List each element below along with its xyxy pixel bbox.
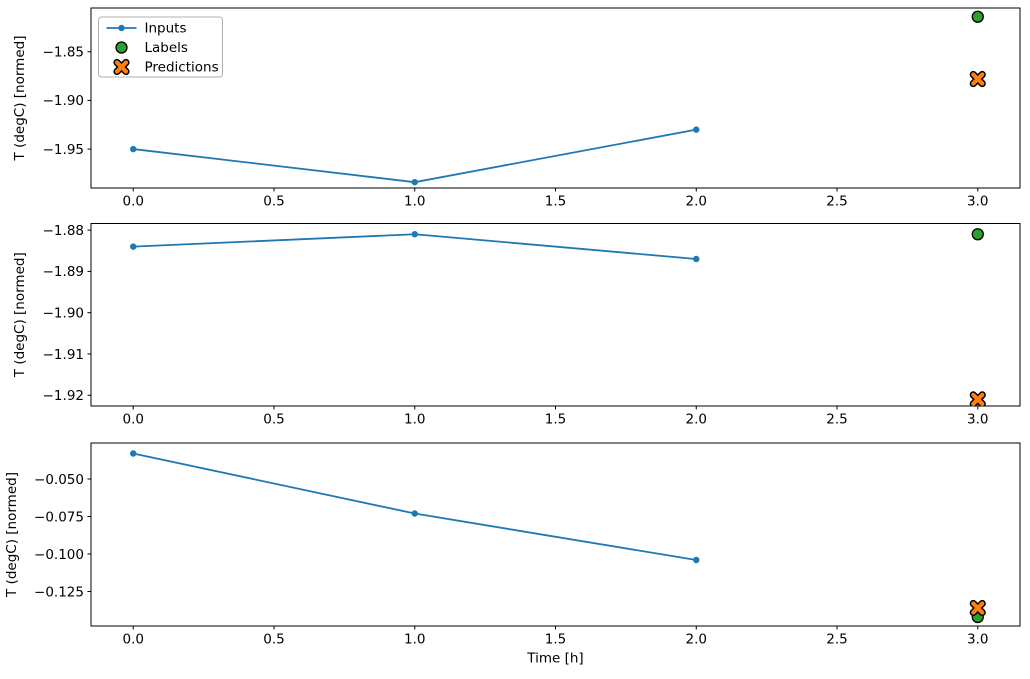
inputs-line	[133, 452, 697, 561]
x-tick-label: 0.0	[122, 632, 143, 648]
y-tick-label: −0.075	[34, 509, 84, 525]
y-tick-label: −1.85	[43, 45, 84, 61]
x-tick-label: 0.0	[122, 194, 143, 210]
legend-inputs-dot-icon	[118, 24, 125, 32]
label-point	[971, 10, 984, 23]
y-tick-label: −1.89	[43, 264, 84, 280]
y-tick-label: −1.88	[43, 223, 84, 239]
x-tick-label: 2.5	[826, 632, 847, 648]
subplot-3: 0.0 0.5 1.0 1.5 2.0 2.5 3.0 −0.050 −0.075 −0.100 −…	[4, 442, 1021, 667]
y-tick-label: −1.91	[43, 347, 84, 363]
x-tick-label: 1.0	[404, 632, 425, 648]
x-tick-label: 3.0	[967, 412, 988, 428]
y-tick-label: −1.90	[43, 305, 84, 321]
axes-frame	[90, 223, 1021, 407]
x-tick-label: 2.5	[826, 412, 847, 428]
legend-label: Predictions	[145, 60, 219, 76]
inputs-line	[133, 128, 697, 184]
y-tick-label: −1.90	[43, 93, 84, 109]
legend-predictions-x-icon	[114, 60, 129, 74]
x-axis-label: Time [h]	[526, 651, 583, 667]
x-tick-label: 0.5	[263, 194, 284, 210]
prediction-point	[971, 601, 985, 615]
inputs-line	[133, 233, 697, 260]
x-tick-label: 2.0	[686, 194, 707, 210]
x-tick-label: 2.5	[826, 194, 847, 210]
inputs-point	[130, 450, 137, 457]
x-tick-label: 1.5	[545, 412, 566, 428]
data-region	[130, 228, 986, 406]
label-point	[971, 228, 984, 241]
x-tick-label: 2.0	[686, 632, 707, 648]
x-tick-label: 0.5	[263, 412, 284, 428]
inputs-point	[693, 556, 700, 564]
legend-labels-circle-icon	[115, 41, 128, 54]
y-axis-label: T (degC) [normed]	[4, 472, 20, 598]
x-tick-label: 1.5	[545, 632, 566, 648]
inputs-point	[693, 126, 700, 133]
x-tick-label: 1.0	[404, 412, 425, 428]
y-axis-label: T (degC) [normed]	[12, 252, 28, 378]
prediction-point	[971, 392, 985, 406]
y-tick-label: −0.050	[34, 472, 84, 488]
y-axis-label: T (degC) [normed]	[12, 36, 28, 162]
legend-label: Labels	[145, 40, 188, 56]
inputs-point	[693, 255, 700, 263]
inputs-point	[411, 231, 418, 238]
y-tick-label: −1.95	[43, 142, 84, 158]
x-tick-label: 3.0	[967, 632, 988, 648]
y-tick-label: −0.125	[34, 584, 84, 600]
y-tick-label: −1.92	[43, 388, 84, 404]
subplot-2: 0.0 0.5 1.0 1.5 2.0 2.5 3.0 −1.88 −1.89 −1.90 −1.9…	[12, 223, 1021, 428]
legend: Inputs Labels Predictions	[98, 16, 223, 78]
x-tick-label: 3.0	[967, 194, 988, 210]
inputs-point	[411, 510, 418, 517]
y-tick-label: −0.100	[34, 547, 84, 563]
x-tick-label: 1.0	[404, 194, 425, 210]
subplot-1: 0.0 0.5 1.0 1.5 2.0 2.5 3.0 −1.85 −1.90 −1.95 T (d…	[12, 7, 1021, 210]
x-tick-label: 2.0	[686, 412, 707, 428]
x-tick-label: 0.5	[263, 632, 284, 648]
inputs-point	[130, 145, 137, 153]
data-region	[130, 450, 986, 624]
legend-label: Inputs	[145, 21, 187, 37]
data-region	[130, 10, 986, 186]
axes-frame	[90, 442, 1021, 627]
prediction-point	[971, 72, 985, 86]
x-tick-label: 0.0	[122, 412, 143, 428]
inputs-point	[130, 243, 137, 250]
inputs-point	[411, 178, 418, 186]
x-tick-label: 1.5	[545, 194, 566, 210]
